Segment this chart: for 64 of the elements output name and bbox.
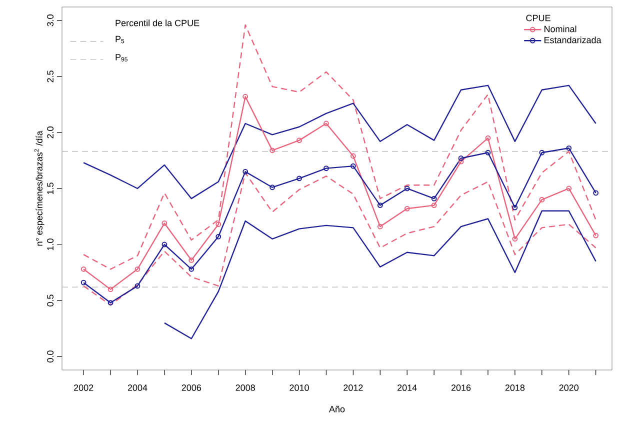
point: [108, 300, 114, 306]
y-axis-title: n° especímenes/brazas$^{2}$ /día: [34, 130, 44, 246]
point: [296, 176, 302, 182]
y-tick-label: 1.0: [47, 238, 54, 250]
point: [242, 94, 248, 100]
point: [485, 150, 491, 156]
point: [296, 138, 302, 144]
point: [108, 286, 114, 292]
point: [566, 186, 572, 192]
point: [485, 135, 491, 141]
point: [162, 220, 168, 226]
y-tick-label: 2.0: [47, 126, 54, 138]
x-tick-label: 2008: [236, 384, 255, 391]
y-tick-label: 1.5: [47, 182, 54, 194]
legend-label: P$_{5}$: [116, 36, 124, 44]
line-series: [164, 210, 596, 340]
point: [134, 283, 140, 289]
legend-label: Nominal: [544, 26, 576, 32]
point: [458, 158, 464, 164]
point: [162, 242, 168, 248]
y-tick-label: 0.0: [47, 350, 54, 362]
legend-label: Estandarizada: [544, 36, 602, 44]
point: [431, 196, 437, 202]
x-tick-label: 2006: [182, 384, 202, 391]
legend-label: P$_{95}$: [116, 54, 128, 62]
point: [324, 166, 329, 172]
point: [270, 148, 275, 154]
point: [431, 202, 437, 208]
point: [134, 266, 140, 272]
point: [458, 156, 464, 161]
point: [512, 204, 518, 210]
point: [566, 145, 572, 151]
legend-title: CPUE: [526, 14, 550, 22]
point: [188, 266, 194, 272]
x-tick-label: 2020: [559, 384, 579, 391]
point: [270, 184, 275, 190]
x-tick-label: 2016: [451, 384, 471, 391]
x-tick-label: 2014: [398, 384, 417, 391]
line-series: [82, 172, 596, 306]
point: [350, 163, 356, 169]
point: [539, 150, 545, 156]
x-tick-label: 2004: [128, 384, 148, 391]
point: [539, 196, 545, 202]
point: [512, 236, 518, 242]
point: [377, 224, 383, 230]
point: [216, 222, 222, 228]
line-series: [82, 84, 596, 200]
y-tick-label: 3.0: [47, 14, 54, 26]
point: [377, 202, 383, 208]
x-tick-label: 2002: [74, 384, 94, 391]
point: [404, 206, 410, 212]
point: [242, 168, 248, 174]
y-tick-label: 0.5: [47, 294, 54, 306]
x-tick-label: 2010: [290, 384, 309, 391]
x-axis-title: Año: [329, 406, 345, 412]
point: [404, 186, 410, 192]
x-tick-label: 2012: [344, 384, 363, 391]
point: [216, 234, 222, 240]
point: [188, 257, 194, 263]
x-tick-label: 2018: [505, 384, 525, 391]
point: [350, 153, 356, 159]
point: [324, 120, 329, 126]
y-tick-label: 2.5: [47, 70, 54, 82]
annotation: Percentil de la CPUE: [116, 20, 200, 26]
